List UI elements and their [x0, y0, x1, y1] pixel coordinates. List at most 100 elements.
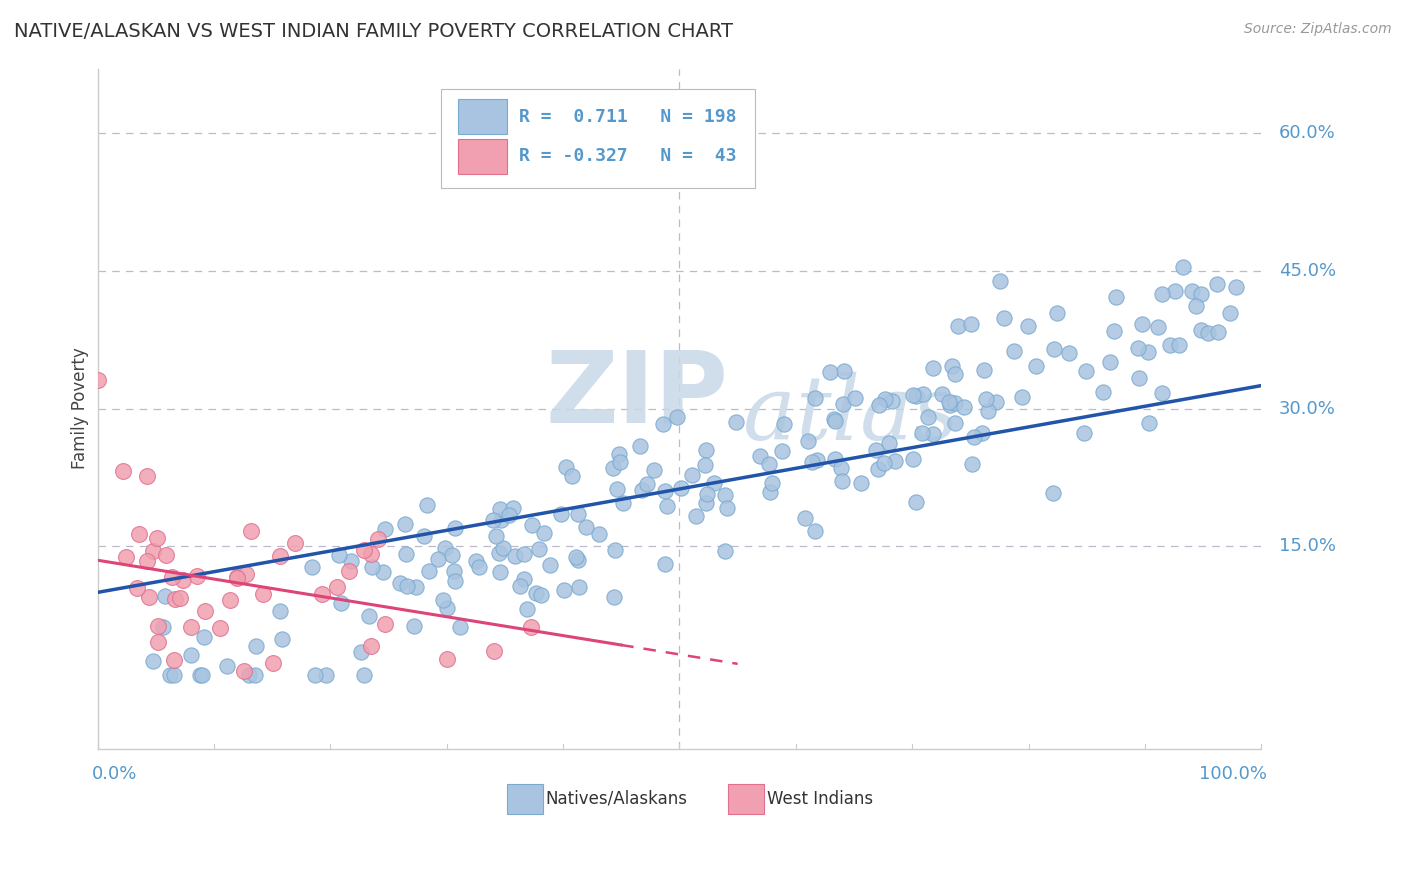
Point	[87, 374, 110, 388]
Point	[235, 567, 257, 582]
Point	[128, 527, 150, 541]
Text: atlas: atlas	[744, 372, 959, 458]
Point	[716, 500, 738, 515]
Point	[482, 644, 505, 658]
Point	[413, 529, 436, 543]
Point	[804, 391, 827, 405]
Point	[538, 558, 561, 573]
Point	[416, 498, 439, 512]
Point	[190, 668, 212, 682]
Point	[1128, 370, 1150, 384]
Point	[394, 517, 416, 532]
Point	[353, 542, 375, 557]
Point	[550, 507, 572, 521]
Point	[565, 550, 588, 565]
Point	[301, 559, 323, 574]
Point	[464, 554, 486, 568]
Point	[146, 531, 169, 545]
Point	[758, 457, 780, 471]
FancyBboxPatch shape	[458, 99, 508, 135]
Point	[337, 564, 360, 578]
Point	[1098, 355, 1121, 369]
Point	[232, 664, 254, 678]
Point	[990, 274, 1012, 288]
Point	[1025, 359, 1047, 373]
Point	[135, 554, 157, 568]
Point	[960, 317, 983, 331]
Text: 15.0%: 15.0%	[1278, 538, 1336, 556]
Point	[882, 394, 904, 409]
Point	[943, 368, 966, 382]
Point	[169, 591, 191, 606]
Point	[226, 570, 249, 584]
Point	[194, 604, 217, 618]
Text: ZIP: ZIP	[546, 346, 728, 443]
Point	[1011, 390, 1033, 404]
Point	[395, 579, 418, 593]
Point	[654, 557, 676, 571]
Point	[948, 319, 970, 334]
Point	[868, 398, 890, 412]
Point	[209, 621, 232, 635]
Point	[657, 499, 679, 513]
Point	[489, 501, 512, 516]
Point	[654, 483, 676, 498]
Point	[984, 395, 1007, 409]
Point	[360, 547, 382, 561]
Point	[488, 546, 510, 560]
Text: West Indians: West Indians	[766, 790, 873, 808]
Point	[252, 587, 274, 601]
Point	[901, 388, 924, 402]
Point	[138, 590, 160, 604]
Point	[972, 426, 994, 441]
Point	[449, 620, 471, 634]
Point	[568, 580, 591, 594]
Point	[315, 668, 337, 682]
Point	[148, 635, 170, 649]
Point	[973, 363, 995, 377]
Point	[1146, 320, 1168, 334]
Point	[436, 601, 458, 615]
Point	[963, 430, 986, 444]
Text: 100.0%: 100.0%	[1199, 765, 1267, 783]
Point	[877, 435, 900, 450]
Point	[883, 454, 905, 468]
Point	[910, 426, 932, 441]
Point	[993, 310, 1015, 325]
Point	[193, 630, 215, 644]
Point	[371, 565, 394, 579]
Point	[1092, 385, 1115, 400]
Point	[575, 519, 598, 533]
Text: 0.0%: 0.0%	[91, 765, 138, 783]
Point	[773, 417, 796, 431]
Point	[353, 668, 375, 682]
Point	[1073, 426, 1095, 441]
Point	[1045, 306, 1067, 320]
Point	[530, 588, 553, 602]
Point	[1137, 416, 1160, 430]
Point	[418, 565, 440, 579]
FancyBboxPatch shape	[728, 784, 765, 814]
Point	[163, 653, 186, 667]
Point	[800, 455, 823, 469]
Point	[520, 517, 543, 532]
Point	[803, 524, 825, 538]
Point	[163, 592, 186, 607]
Text: 60.0%: 60.0%	[1278, 124, 1336, 142]
Point	[943, 395, 966, 409]
Point	[749, 449, 772, 463]
Point	[834, 364, 856, 378]
Point	[489, 513, 512, 527]
Point	[142, 544, 165, 558]
Point	[481, 513, 503, 527]
Point	[112, 464, 135, 478]
Point	[432, 592, 454, 607]
Point	[513, 572, 536, 586]
Point	[215, 659, 238, 673]
Point	[681, 468, 703, 483]
Point	[142, 654, 165, 668]
Point	[666, 409, 689, 424]
Point	[516, 602, 538, 616]
Point	[427, 552, 450, 566]
Point	[492, 541, 515, 555]
